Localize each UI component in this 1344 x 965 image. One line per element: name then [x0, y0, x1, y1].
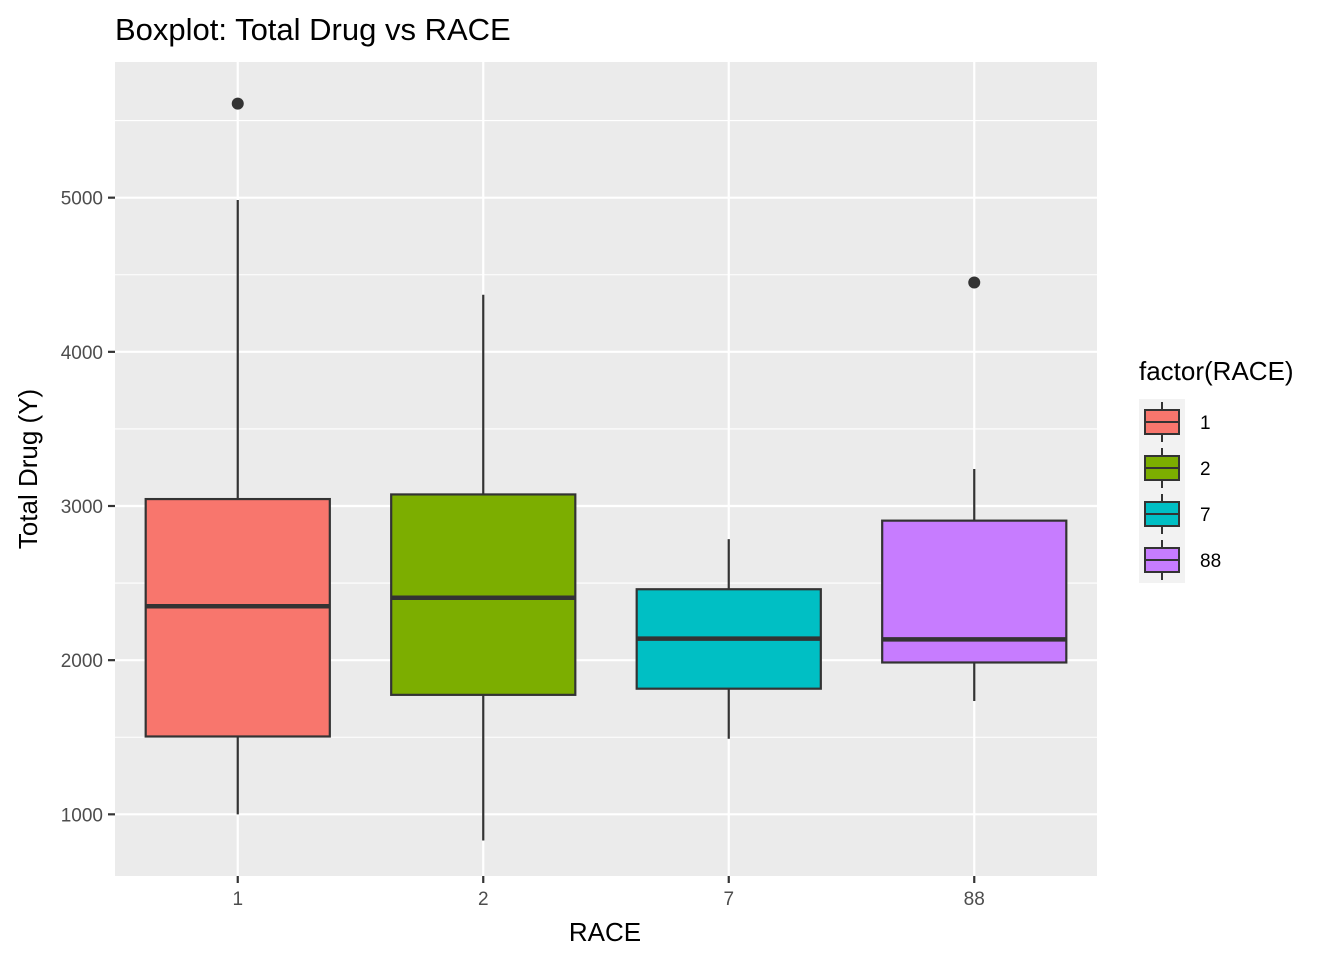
y-axis-title: Total Drug (Y) — [13, 389, 43, 549]
legend-key-1: 1 — [1139, 399, 1211, 445]
outlier-point — [968, 276, 981, 289]
y-tick-label: 2000 — [61, 651, 103, 672]
x-tick-label: 7 — [723, 889, 734, 910]
axes: 1000 2000 3000 4000 5000 1 2 7 88 — [61, 189, 985, 910]
box-group-88 — [881, 276, 1068, 702]
x-tick-label: 2 — [478, 889, 489, 910]
legend-label: 1 — [1200, 413, 1211, 434]
legend-key-7: 7 — [1139, 491, 1211, 537]
outlier-point — [231, 97, 244, 110]
legend-key-88: 88 — [1139, 537, 1221, 583]
legend-label: 7 — [1200, 505, 1211, 526]
y-tick-label: 3000 — [61, 497, 103, 518]
x-tick-label: 1 — [232, 889, 243, 910]
legend-keys: 1 2 7 88 — [1139, 399, 1221, 583]
box-group-7 — [635, 539, 822, 739]
box-group-2 — [390, 294, 577, 841]
legend-label: 88 — [1200, 551, 1221, 572]
y-tick-label: 5000 — [61, 189, 103, 210]
box-iqr — [390, 493, 577, 696]
legend-label: 2 — [1200, 459, 1211, 480]
x-axis-title: RACE — [569, 917, 641, 947]
y-tick-label: 4000 — [61, 343, 103, 364]
legend-key-2: 2 — [1139, 445, 1211, 491]
box-group-1 — [144, 97, 331, 815]
x-tick-label: 88 — [964, 889, 985, 910]
plot-panel — [115, 62, 1097, 876]
boxes — [144, 97, 1068, 841]
legend: factor(RACE) 1 2 7 88 — [1139, 356, 1294, 583]
chart-title: Boxplot: Total Drug vs RACE — [115, 12, 511, 47]
y-tick-label: 1000 — [61, 805, 103, 826]
box-iqr — [144, 497, 331, 738]
legend-title: factor(RACE) — [1139, 356, 1294, 386]
